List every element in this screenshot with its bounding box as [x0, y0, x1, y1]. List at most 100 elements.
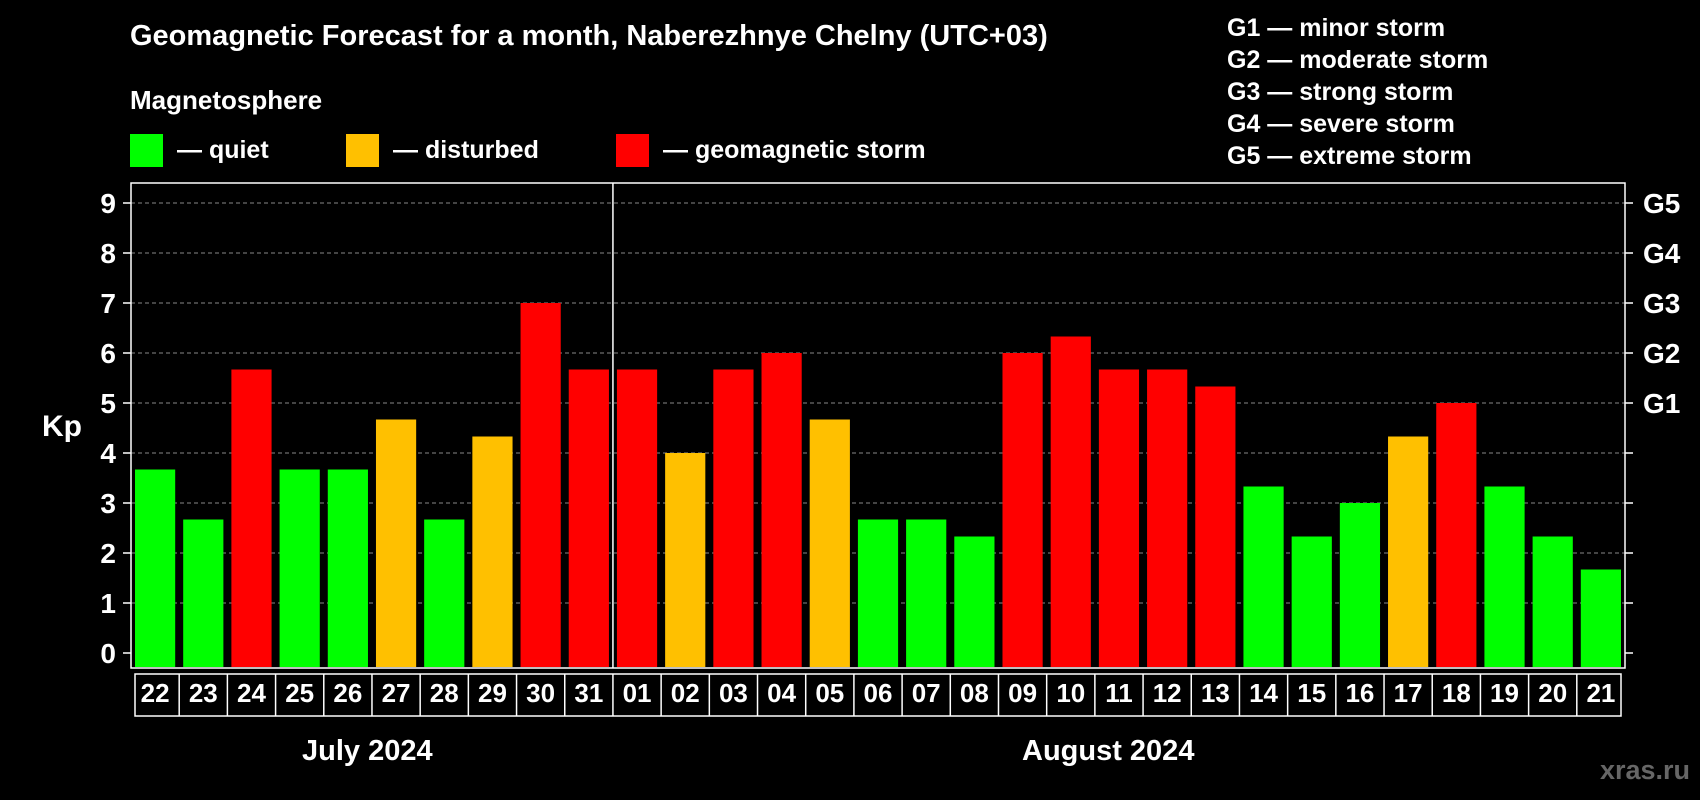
storm-level-key: G1 — minor storm G2 — moderate storm G3 …	[1227, 12, 1488, 172]
x-tick-label: 27	[382, 678, 411, 708]
legend-swatch-disturbed	[346, 134, 379, 167]
x-tick-label: 08	[960, 678, 989, 708]
x-tick-label: 18	[1442, 678, 1471, 708]
x-tick-label: 10	[1056, 678, 1085, 708]
kp-bar	[1388, 436, 1429, 667]
kp-bar	[568, 369, 609, 667]
g-scale-label: G5	[1643, 188, 1680, 219]
legend-item-storm: — geomagnetic storm	[616, 134, 926, 167]
kp-bar	[713, 369, 754, 667]
legend-item-quiet: — quiet	[130, 134, 269, 167]
kp-bar	[375, 419, 417, 667]
y-tick-label: 3	[100, 488, 116, 519]
g5-level-text: G5 — extreme storm	[1227, 142, 1472, 170]
x-tick-label: 06	[864, 678, 893, 708]
g2-level-text: G2 — moderate storm	[1227, 46, 1489, 74]
x-tick-label: 19	[1490, 678, 1519, 708]
x-tick-label: 17	[1394, 678, 1423, 708]
y-tick-label: 7	[100, 288, 116, 319]
y-tick-label: 4	[100, 438, 116, 469]
x-tick-label: 16	[1345, 678, 1374, 708]
magnetosphere-heading: Magnetosphere	[130, 85, 323, 115]
x-tick-label: 11	[1105, 678, 1133, 708]
x-tick-label: 22	[141, 678, 170, 708]
legend-label-disturbed: — disturbed	[393, 136, 539, 164]
x-tick-label: 04	[767, 678, 796, 708]
kp-bar	[1002, 353, 1043, 667]
legend-label-storm: — geomagnetic storm	[663, 136, 926, 164]
kp-bar	[1098, 369, 1140, 667]
x-tick-label: 07	[912, 678, 941, 708]
y-tick-label: 8	[100, 238, 116, 269]
kp-bar	[616, 369, 658, 667]
kp-bar	[1580, 569, 1621, 667]
g-scale-label: G1	[1643, 388, 1680, 419]
x-tick-label: 13	[1201, 678, 1230, 708]
kp-bar	[231, 369, 272, 667]
x-tick-label: 05	[815, 678, 844, 708]
x-tick-label: 24	[237, 678, 266, 708]
x-tick-label: 25	[285, 678, 314, 708]
y-tick-label: 9	[100, 188, 116, 219]
kp-bar	[135, 469, 176, 667]
g1-level-text: G1 — minor storm	[1227, 14, 1446, 42]
legend-swatch-storm	[616, 134, 649, 167]
kp-bar	[665, 453, 706, 667]
kp-bar	[327, 469, 368, 667]
g3-level-text: G3 — strong storm	[1227, 78, 1454, 106]
kp-bar	[761, 353, 802, 667]
x-tick-label: 09	[1008, 678, 1037, 708]
g4-level-text: G4 — severe storm	[1227, 110, 1455, 138]
x-axis-box	[134, 673, 1622, 717]
legend-label-quiet: — quiet	[177, 136, 269, 164]
kp-bar	[1436, 403, 1477, 667]
kp-bar	[1147, 369, 1188, 667]
y-tick-label: 1	[100, 588, 116, 619]
x-tick-label: 12	[1153, 678, 1182, 708]
kp-bar	[1291, 536, 1332, 667]
x-tick-label: 14	[1249, 678, 1278, 708]
x-tick-label: 21	[1586, 678, 1615, 708]
g-scale-label: G2	[1643, 338, 1680, 369]
y-tick-label: 2	[100, 538, 116, 569]
x-tick-label: 26	[333, 678, 362, 708]
kp-bar	[183, 519, 224, 667]
x-tick-label: 01	[623, 678, 652, 708]
x-tick-label: 23	[189, 678, 218, 708]
kp-bar	[424, 519, 465, 667]
month-label-july: July 2024	[302, 735, 433, 767]
x-tick-label: 29	[478, 678, 507, 708]
g-scale-label: G3	[1643, 288, 1680, 319]
kp-bar	[1050, 336, 1091, 667]
plot-frame	[130, 182, 1626, 669]
kp-bar	[954, 536, 995, 667]
x-tick-label: 31	[574, 678, 603, 708]
kp-bar	[809, 419, 850, 667]
x-tick-label: 28	[430, 678, 459, 708]
x-tick-label: 20	[1538, 678, 1567, 708]
kp-bar	[1339, 503, 1381, 667]
kp-bar	[906, 519, 947, 667]
x-tick-label: 15	[1297, 678, 1326, 708]
kp-bar	[1243, 486, 1284, 667]
kp-bar	[1532, 536, 1573, 667]
kp-bar	[279, 469, 320, 667]
legend-item-disturbed: — disturbed	[346, 134, 539, 167]
legend-swatch-quiet	[130, 134, 163, 167]
x-tick-label: 03	[719, 678, 748, 708]
activity-legend: — quiet — disturbed — geomagnetic storm	[130, 134, 1030, 168]
x-tick-label: 02	[671, 678, 700, 708]
kp-bar	[472, 436, 513, 667]
y-tick-label: 0	[100, 638, 116, 669]
watermark-text: xras.ru	[1599, 755, 1690, 785]
month-label-august: August 2024	[1022, 735, 1195, 767]
y-tick-label: 6	[100, 338, 116, 369]
kp-bar	[1484, 486, 1525, 667]
chart-title: Geomagnetic Forecast for a month, Nabere…	[130, 20, 1048, 52]
kp-bar	[520, 303, 561, 667]
y-tick-label: 5	[100, 388, 116, 419]
y-axis-label: Kp	[42, 410, 82, 443]
x-tick-label: 30	[526, 678, 555, 708]
kp-bar	[1195, 386, 1236, 667]
